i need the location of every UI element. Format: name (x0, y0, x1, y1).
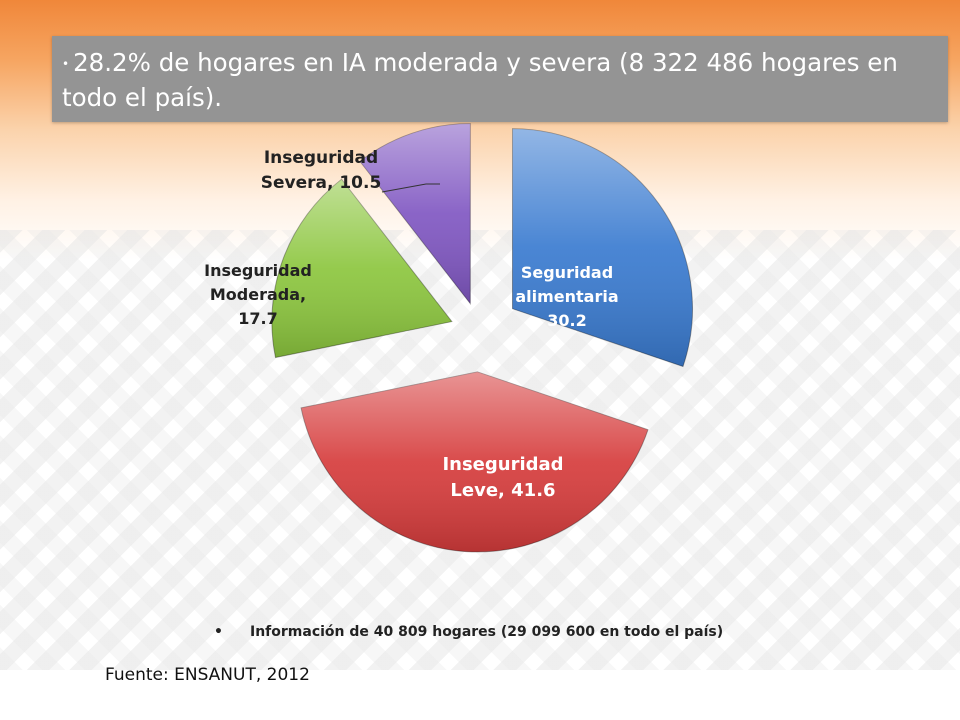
slice-label-inseguridad-leve: Inseguridad Leve, 41.6 (442, 454, 563, 501)
note-bullet-icon: • (214, 624, 223, 640)
slice-label-inseguridad-severa: Inseguridad Severa, 10.5 (261, 148, 382, 193)
footer-note: • Información de 40 809 hogares (29 099 6… (214, 624, 723, 640)
header-banner: • 28.2% de hogares en IA moderada y sever… (52, 36, 948, 122)
slice-label-seguridad-alimentaria: Seguridad alimentaria 30.2 (515, 263, 618, 330)
bullet-dot-icon: • (62, 56, 70, 71)
header-bullet-text: 28.2% de hogares en IA moderada y severa… (62, 48, 898, 112)
pie-slice-shine-inseguridad-severa (359, 123, 471, 304)
footer-note-text: Información de 40 809 hogares (29 099 60… (250, 624, 724, 640)
pie-slice-shine-seguridad-alimentaria (512, 128, 693, 367)
pie-slice-shine-inseguridad-moderada (271, 179, 452, 358)
severa-leader-line (381, 183, 440, 193)
pie-slice-shine-inseguridad-leve (301, 371, 648, 552)
slice-label-inseguridad-moderada: Inseguridad Moderada, 17.7 (204, 261, 312, 328)
source-text: Fuente: ENSANUT, 2012 (105, 665, 310, 685)
header-bullet: • 28.2% de hogares en IA moderada y sever… (62, 46, 928, 114)
